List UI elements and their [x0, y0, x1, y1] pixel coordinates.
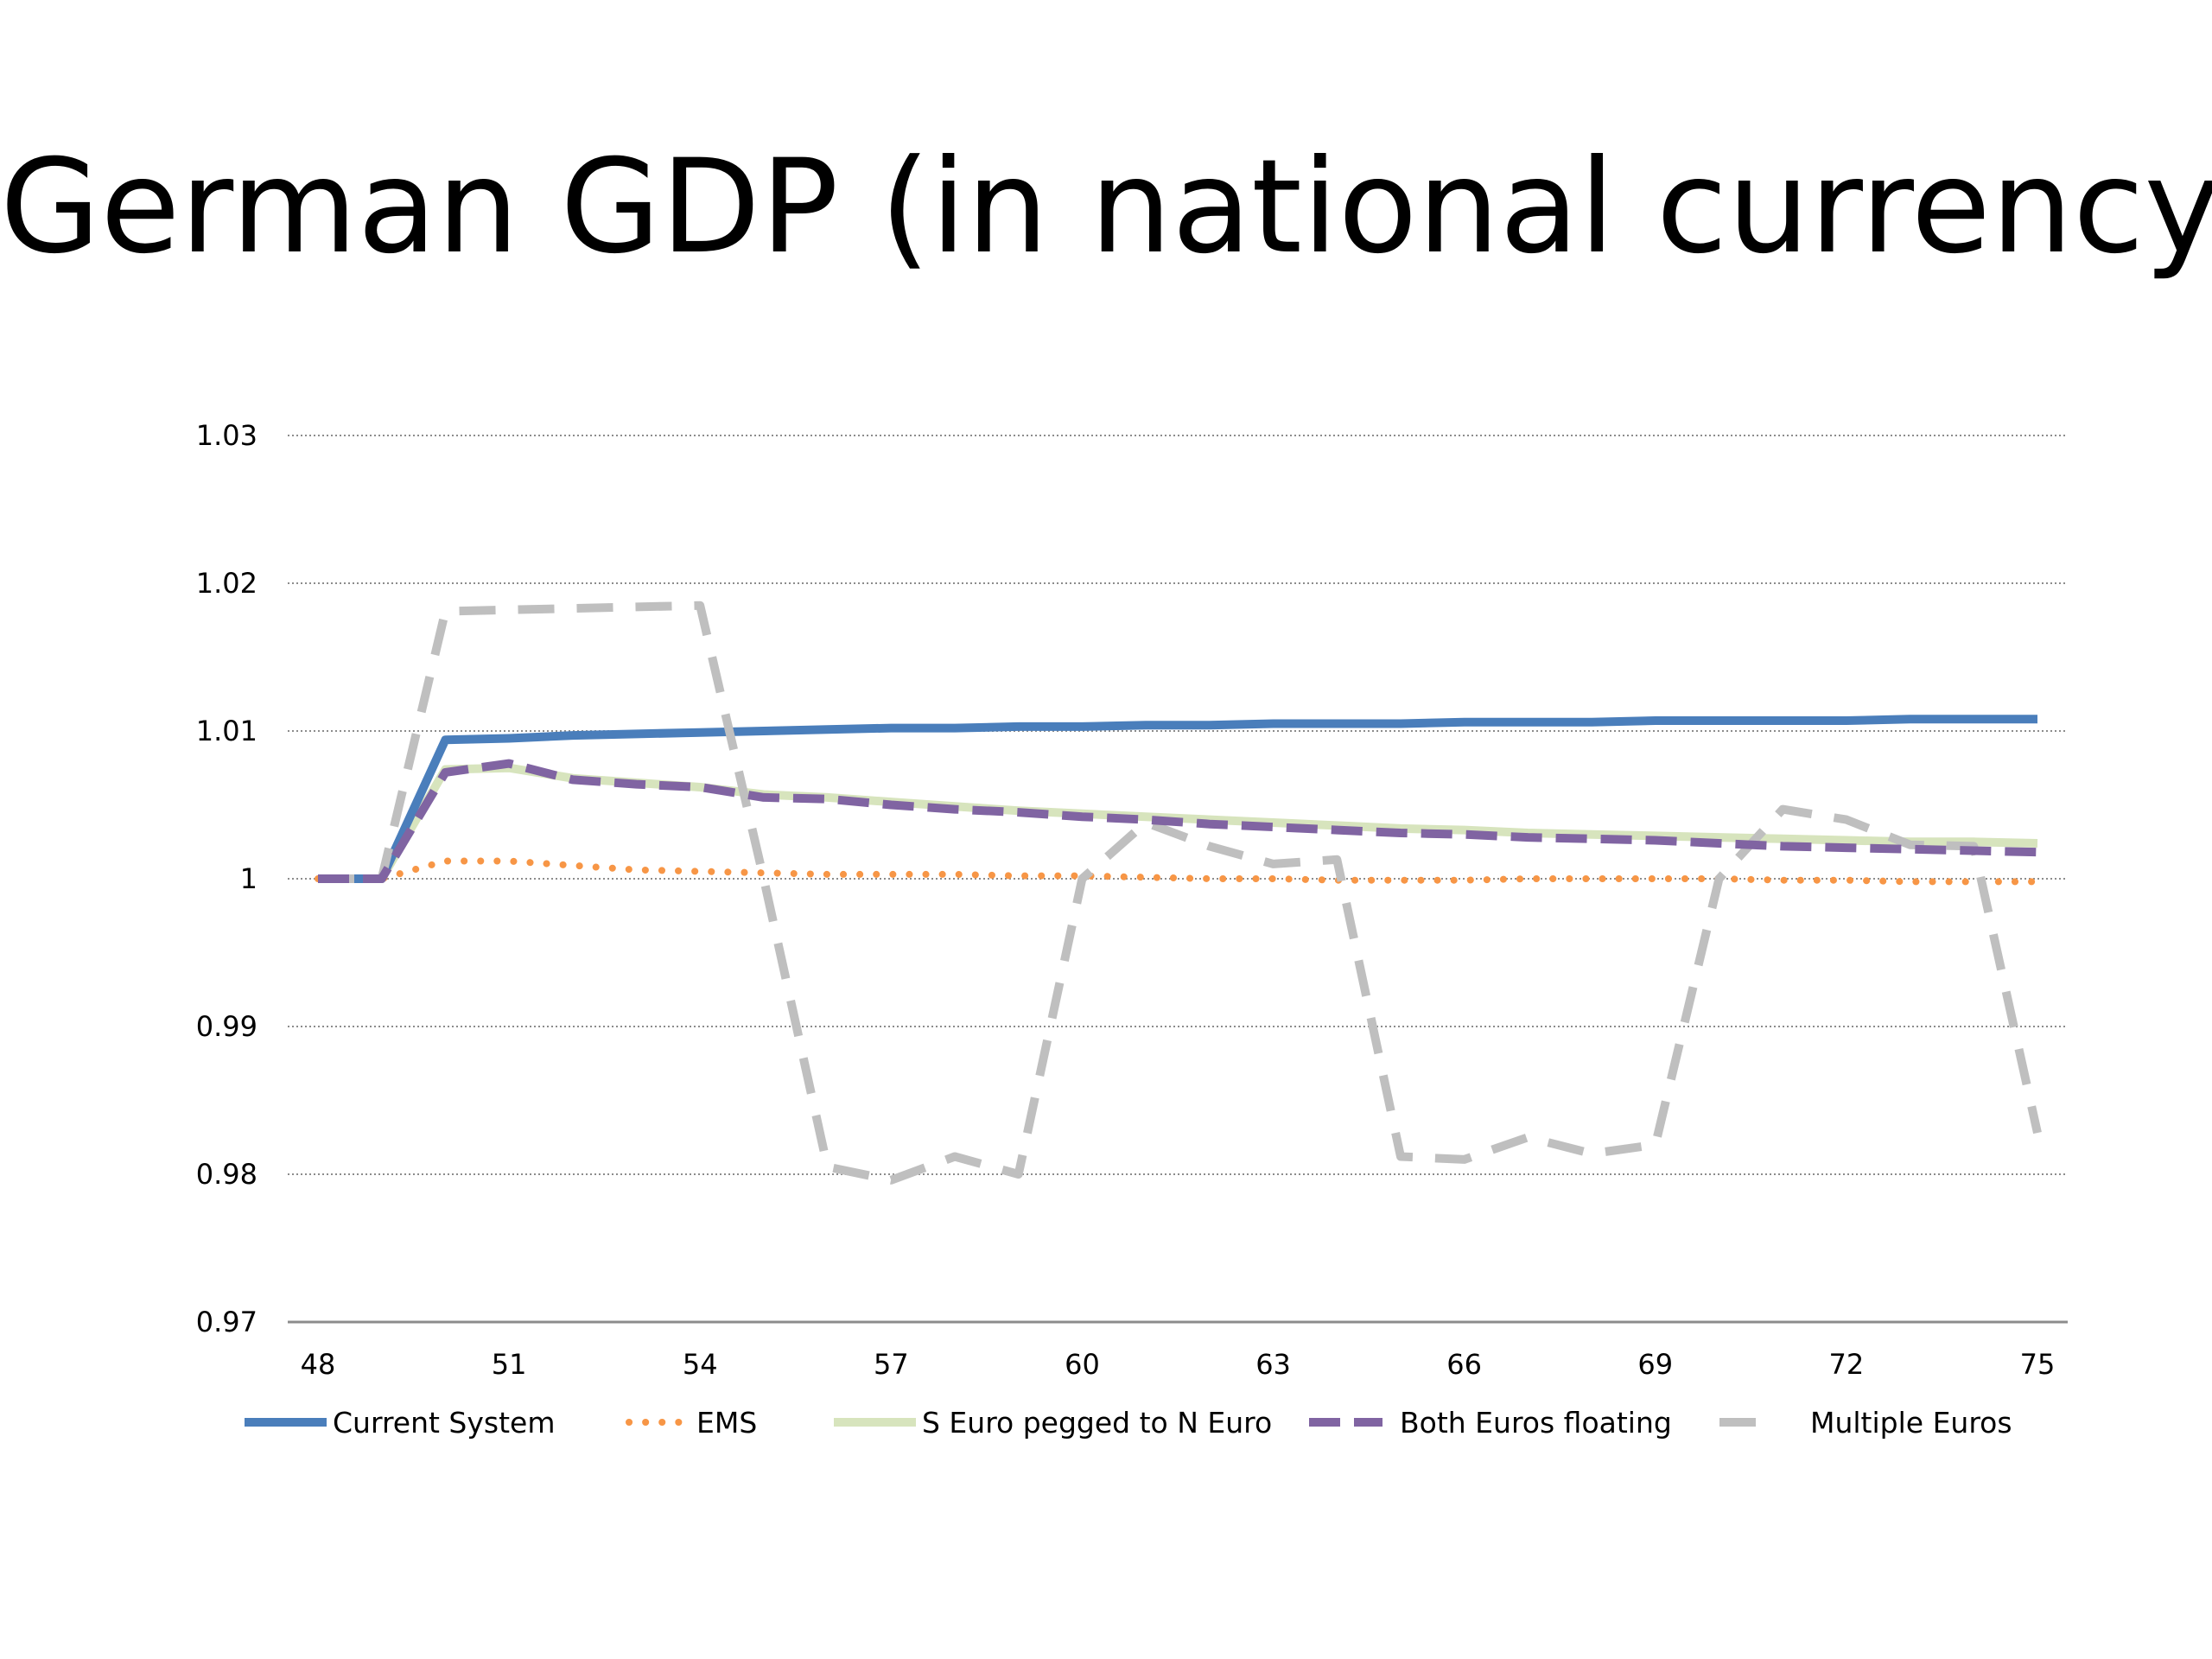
y-tick-label: 0.98: [196, 1158, 257, 1191]
chart-axes: 0.97 0.98 0.99 1 1.01 1.02 1.03 48 51 54 57 60 63 66 6…: [196, 419, 2068, 1381]
x-tick-label: 69: [1637, 1348, 1673, 1381]
legend-label-current-system: Current System: [333, 1406, 556, 1440]
y-tick-label: 1.01: [196, 715, 257, 747]
page-title: German GDP (in national currency): [0, 132, 2212, 283]
x-tick-label: 72: [1829, 1348, 1865, 1381]
x-tick-label: 51: [492, 1348, 527, 1381]
x-tick-label: 66: [1446, 1348, 1482, 1381]
chart-grid: [288, 435, 2068, 1175]
x-tick-label: 60: [1065, 1348, 1100, 1381]
chart-legend: Current System EMS S Euro pegged to N Euro…: [245, 1406, 2012, 1440]
x-tick-label: 63: [1255, 1348, 1291, 1381]
y-tick-label: 1: [240, 862, 257, 895]
y-tick-label: 0.97: [196, 1306, 257, 1338]
y-tick-label: 1.03: [196, 419, 257, 452]
series-line-both-euros-floating: [318, 759, 2038, 883]
x-tick-label: 48: [301, 1348, 336, 1381]
x-tick-label: 75: [2020, 1348, 2056, 1381]
legend-label-both-euros-floating: Both Euros floating: [1400, 1406, 1672, 1440]
chart-series: [315, 601, 2042, 1185]
y-tick-label: 1.02: [196, 567, 257, 600]
legend-label-multiple-euros: Multiple Euros: [1810, 1406, 2012, 1440]
series-line-multiple-euros: [318, 601, 2042, 1185]
legend-label-ems: EMS: [696, 1406, 757, 1440]
y-tick-label: 0.99: [196, 1010, 257, 1043]
legend-label-s-euro-pegged-to-n-euro: S Euro pegged to N Euro: [922, 1406, 1272, 1440]
x-tick-label: 57: [874, 1348, 909, 1381]
series-line-ems: [315, 857, 2041, 886]
x-tick-label: 54: [683, 1348, 718, 1381]
series-line-current-system: [318, 715, 2037, 883]
